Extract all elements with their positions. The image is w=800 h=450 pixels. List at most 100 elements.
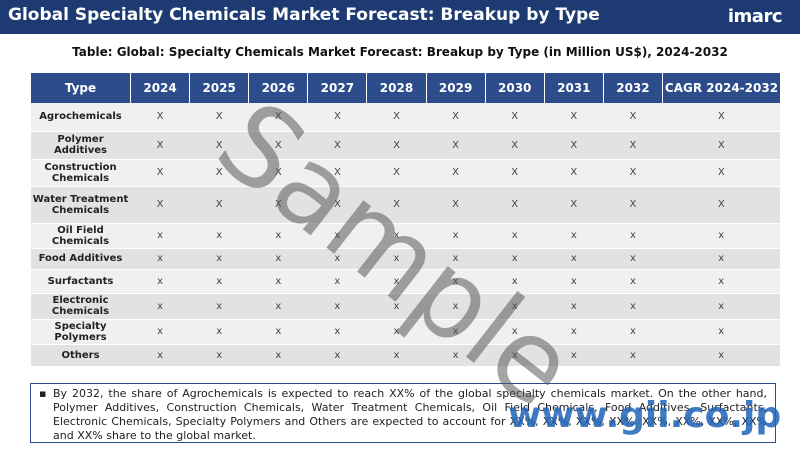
cell: x <box>603 269 663 294</box>
cell: x <box>130 319 190 345</box>
cell: X <box>426 186 486 224</box>
cell: x <box>130 344 190 367</box>
cell: X <box>426 159 486 187</box>
cell: X <box>189 103 249 132</box>
cell: x <box>426 248 486 270</box>
column-header: 2026 <box>248 73 308 103</box>
cell: x <box>307 269 367 294</box>
cell: X <box>189 131 249 160</box>
table-row: Electronic Chemicals x x x x x x x x x x <box>30 293 780 320</box>
table-row: Agrochemicals X X X X X X X X X X <box>30 103 780 132</box>
cell: X <box>603 103 663 132</box>
cell: X <box>426 103 486 132</box>
cell: x <box>248 269 308 294</box>
table-row: Surfactants x x x x x x x x x x <box>30 269 780 294</box>
site-watermark: www.gii.co.jp <box>508 395 782 436</box>
cell: x <box>603 293 663 320</box>
cell: x <box>485 319 545 345</box>
header-row: Type 2024 2025 2026 2027 2028 2029 2030 2031 2032… <box>30 73 780 103</box>
cell: x <box>366 248 427 270</box>
row-label: Food Additives <box>30 248 131 270</box>
cell: X <box>130 131 190 160</box>
cell: x <box>189 293 249 320</box>
table-row: Oil Field Chemicals x x x x x x x x x x <box>30 223 780 249</box>
cell: x <box>307 319 367 345</box>
column-header: Type <box>30 73 131 103</box>
row-label: Surfactants <box>30 269 131 294</box>
cell: x <box>130 293 190 320</box>
cell: x <box>544 293 604 320</box>
cell: x <box>426 293 486 320</box>
table-title: Table: Global: Specialty Chemicals Marke… <box>72 45 728 59</box>
cell: x <box>603 248 663 270</box>
cell: x <box>662 269 780 294</box>
cell: X <box>130 159 190 187</box>
table-body: Agrochemicals X X X X X X X X X X Polymer Additives… <box>30 103 780 367</box>
cell: X <box>307 159 367 187</box>
column-header: 2029 <box>425 73 486 103</box>
cell: x <box>426 269 486 294</box>
cell: x <box>485 344 545 367</box>
table-row: Others x x x x x x x x x x <box>30 344 780 367</box>
cell: x <box>189 223 249 249</box>
cell: X <box>366 103 427 132</box>
row-label: Polymer Additives <box>30 131 131 160</box>
header-bar: Global Specialty Chemicals Market Foreca… <box>0 0 800 34</box>
cell: x <box>426 344 486 367</box>
column-header: CAGR 2024-2032 <box>662 73 780 103</box>
row-label: Electronic Chemicals <box>30 293 131 320</box>
logo: imarc <box>727 6 783 27</box>
cell: X <box>426 131 486 160</box>
cell: x <box>485 293 545 320</box>
cell: X <box>130 186 190 224</box>
cell: X <box>485 103 545 132</box>
cell: x <box>662 223 780 249</box>
cell: X <box>603 186 663 224</box>
cell: x <box>426 223 486 249</box>
cell: X <box>662 186 780 224</box>
cell: X <box>248 131 308 160</box>
column-header: 2032 <box>602 73 663 103</box>
row-label: Specialty Polymers <box>30 319 131 345</box>
cell: x <box>189 344 249 367</box>
cell: X <box>485 186 545 224</box>
data-table: Type 2024 2025 2026 2027 2028 2029 2030 2031 2032… <box>30 73 780 367</box>
table-row: Polymer Additives X X X X X X X X X X <box>30 131 780 160</box>
column-header: 2025 <box>189 73 249 103</box>
row-label: Others <box>30 344 131 367</box>
cell: x <box>307 344 367 367</box>
table-row: Specialty Polymers x x x x x x x x x x <box>30 319 780 345</box>
cell: X <box>544 103 604 132</box>
cell: X <box>485 159 545 187</box>
cell: x <box>366 223 427 249</box>
cell: X <box>248 186 308 224</box>
cell: x <box>544 248 604 270</box>
cell: X <box>366 186 427 224</box>
cell: X <box>603 159 663 187</box>
cell: x <box>485 223 545 249</box>
table-row: Water Treatment Chemicals X X X X X X X X X X <box>30 186 780 224</box>
cell: x <box>130 248 190 270</box>
cell: X <box>248 103 308 132</box>
cell: x <box>189 269 249 294</box>
cell: x <box>662 248 780 270</box>
row-label: Oil Field Chemicals <box>30 223 131 249</box>
cell: X <box>603 131 663 160</box>
cell: x <box>662 293 780 320</box>
cell: X <box>544 131 604 160</box>
cell: x <box>544 269 604 294</box>
cell: x <box>366 319 427 345</box>
column-header: 2027 <box>307 73 367 103</box>
table-row: Food Additives x x x x x x x x x x <box>30 248 780 270</box>
cell: x <box>366 293 427 320</box>
cell: x <box>307 223 367 249</box>
cell: x <box>307 293 367 320</box>
cell: x <box>189 248 249 270</box>
cell: X <box>189 159 249 187</box>
cell: x <box>426 319 486 345</box>
cell: X <box>544 159 604 187</box>
cell: x <box>248 293 308 320</box>
cell: X <box>366 131 427 160</box>
row-label: Agrochemicals <box>30 103 131 132</box>
cell: x <box>130 269 190 294</box>
